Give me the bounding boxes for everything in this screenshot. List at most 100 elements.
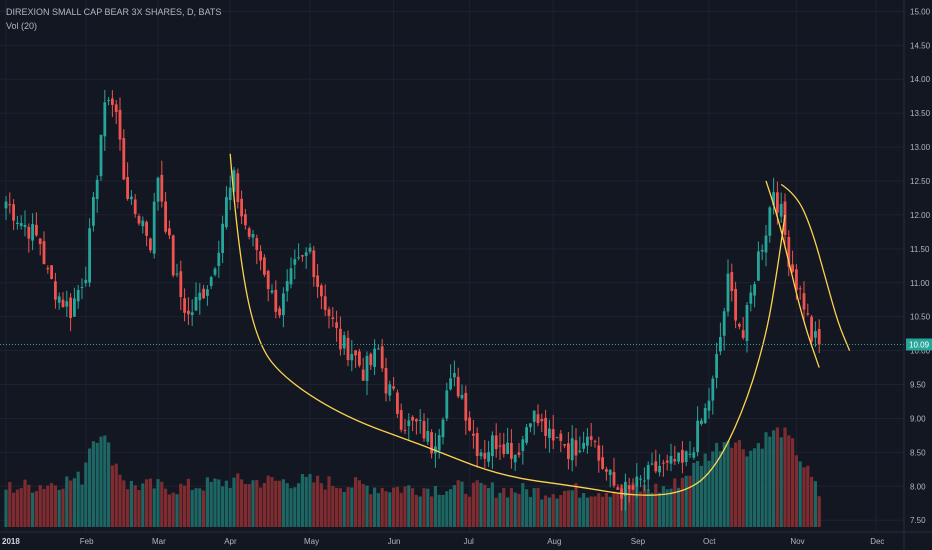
volume-bar [756,443,760,527]
candle-body [137,216,141,224]
volume-bar [411,488,415,527]
time-tick-label: 2018 [2,537,20,546]
volume-bar [369,494,373,527]
volume-bar [707,460,711,527]
volume-bar [540,499,544,527]
volume-bar [175,494,179,527]
candle-body [380,346,384,369]
candle-body [111,98,114,105]
volume-bar [297,483,301,527]
candle-body [707,400,711,411]
candle-body [506,442,509,454]
volume-bar [764,432,768,527]
volume-bar [612,491,616,527]
time-tick-label: Oct [703,537,716,546]
volume-bar [422,488,426,527]
candle-body [308,247,312,252]
candle-body [312,250,316,278]
candle-body [567,443,570,460]
price-tick-label: 14.00 [910,75,931,84]
candle-body [240,198,243,217]
candle-body [99,134,103,177]
volume-bar [350,487,354,527]
candle-body [190,312,194,316]
candle-body [103,102,107,137]
candle-body [61,299,65,308]
candle-body [525,427,528,443]
candle-body [597,445,601,461]
candle-body [73,298,76,317]
time-tick-label: Sep [631,537,646,546]
candle-body [4,201,8,209]
candle-body [441,419,445,438]
candle-body [734,288,737,321]
candle-body [133,199,137,214]
volume-bar [304,476,308,527]
candle-body [19,223,23,227]
volume-bar [137,489,141,527]
candle-body [494,435,498,450]
volume-bar [186,478,190,527]
volume-bar [259,487,263,527]
volume-bar [418,496,422,527]
volume-bar [380,487,384,527]
price-tick-label: 8.00 [910,482,926,491]
volume-bar [631,482,635,527]
price-tick-label: 9.00 [910,414,926,423]
candle-body [228,187,232,201]
volume-bar [498,492,502,527]
volume-bar [300,474,304,527]
candle-body [658,465,661,473]
candle-body [582,442,585,449]
volume-bar [722,442,726,527]
candle-body [358,351,361,366]
candle-body [548,428,551,438]
candle-body [69,297,72,319]
volume-bar [50,483,54,527]
volume-bar [582,493,586,527]
volume-bar [31,492,35,527]
price-tick-label: 13.00 [910,143,931,152]
volume-bar [787,435,791,527]
volume-bar [414,494,418,527]
volume-bar [27,484,31,527]
candle-body [293,259,297,265]
time-tick-label: Dec [870,537,884,546]
volume-bar [346,487,350,527]
candle-body [198,292,202,301]
candle-body [650,463,654,465]
volume-bar [521,483,525,527]
drawing-curve_2 [765,180,820,368]
last-price-tag-label: 10.09 [909,341,930,350]
volume-bar [327,476,331,527]
volume-bar [38,485,42,527]
volume-bar [392,487,396,527]
volume-bar [445,491,449,527]
volume-bar [806,465,810,527]
candle-body [814,331,817,338]
candle-body [342,335,346,349]
volume-bar [148,478,152,527]
candle-body [126,177,129,200]
candle-body [403,429,407,431]
volume-bar [164,488,168,527]
candle-body [745,305,749,342]
volume-bar [741,449,745,527]
candle-body [399,410,403,430]
volume-bar [433,485,437,527]
volume-bar [817,496,821,527]
candle-body [388,384,392,396]
volume-bar [775,427,779,527]
price-tick-label: 7.50 [910,516,926,525]
volume-bar [205,477,209,527]
volume-bar [255,480,259,527]
candle-body [624,481,627,497]
volume-bar [506,497,510,527]
candle-body [282,293,285,316]
candle-body [757,251,760,281]
candle-body [12,204,15,221]
volume-bar [331,485,335,527]
candle-body [278,308,281,316]
